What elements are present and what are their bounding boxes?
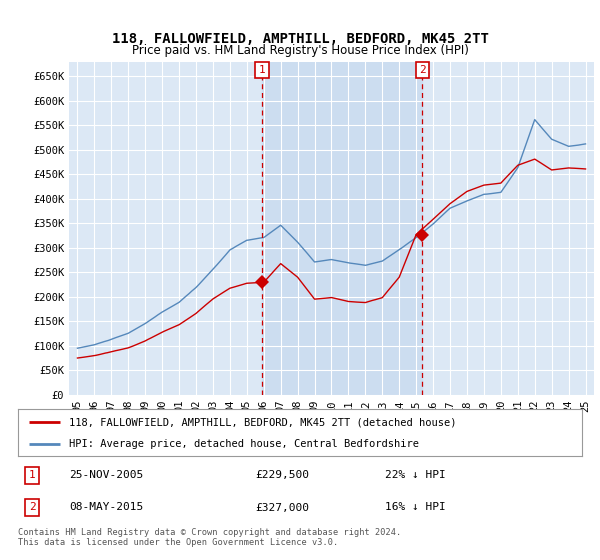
Bar bbox=[262, 62, 422, 395]
Text: 2: 2 bbox=[419, 65, 426, 75]
Text: Contains HM Land Registry data © Crown copyright and database right 2024.
This d: Contains HM Land Registry data © Crown c… bbox=[18, 528, 401, 547]
Text: 08-MAY-2015: 08-MAY-2015 bbox=[69, 502, 143, 512]
Text: £229,500: £229,500 bbox=[255, 470, 309, 480]
Text: £327,000: £327,000 bbox=[255, 502, 309, 512]
Text: 25-NOV-2005: 25-NOV-2005 bbox=[69, 470, 143, 480]
Text: 1: 1 bbox=[259, 65, 265, 75]
Text: 22% ↓ HPI: 22% ↓ HPI bbox=[385, 470, 445, 480]
Text: Price paid vs. HM Land Registry's House Price Index (HPI): Price paid vs. HM Land Registry's House … bbox=[131, 44, 469, 57]
Text: 118, FALLOWFIELD, AMPTHILL, BEDFORD, MK45 2TT (detached house): 118, FALLOWFIELD, AMPTHILL, BEDFORD, MK4… bbox=[69, 417, 456, 427]
Text: 16% ↓ HPI: 16% ↓ HPI bbox=[385, 502, 445, 512]
Text: 118, FALLOWFIELD, AMPTHILL, BEDFORD, MK45 2TT: 118, FALLOWFIELD, AMPTHILL, BEDFORD, MK4… bbox=[112, 32, 488, 46]
Text: 1: 1 bbox=[29, 470, 35, 480]
Text: 2: 2 bbox=[29, 502, 35, 512]
Text: HPI: Average price, detached house, Central Bedfordshire: HPI: Average price, detached house, Cent… bbox=[69, 438, 419, 449]
